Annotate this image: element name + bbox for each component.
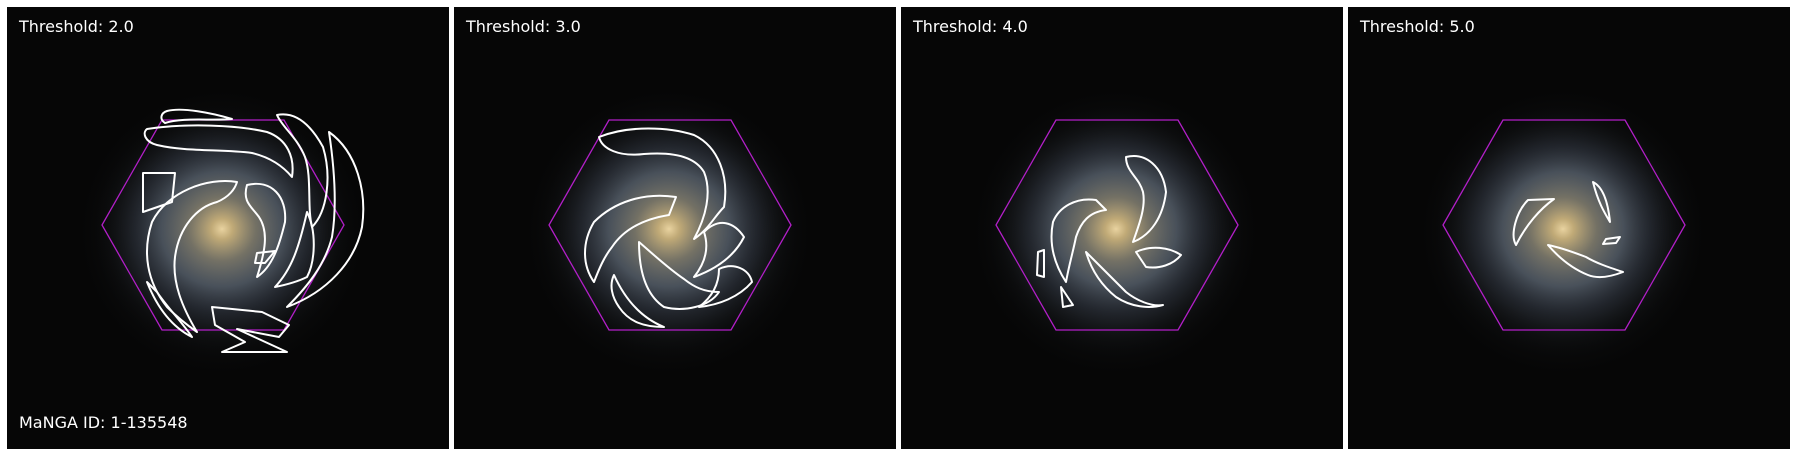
galaxy-image bbox=[1348, 7, 1790, 449]
ifu-hexagon-outline bbox=[548, 119, 792, 331]
panel-threshold-2: Threshold: 2.0 MaNGA ID: 1-135548 bbox=[7, 7, 449, 449]
ifu-hexagon-outline bbox=[1442, 119, 1686, 331]
arm-contour bbox=[146, 281, 193, 338]
arm-contours bbox=[1036, 155, 1182, 308]
arm-contour bbox=[1125, 155, 1167, 243]
arm-contours bbox=[1512, 181, 1624, 279]
arm-contour bbox=[146, 180, 238, 333]
arm-contour bbox=[143, 124, 294, 178]
arm-contour bbox=[698, 265, 753, 308]
arm-contour bbox=[286, 131, 365, 308]
arm-contour bbox=[1592, 181, 1611, 223]
arm-contour bbox=[160, 108, 233, 124]
arm-contour bbox=[274, 211, 315, 288]
panel-threshold-3: Threshold: 3.0 bbox=[454, 7, 896, 449]
threshold-label: Threshold: 4.0 bbox=[913, 17, 1028, 36]
arm-contour bbox=[1036, 249, 1045, 278]
galaxy-image bbox=[454, 7, 896, 449]
arm-contour bbox=[1085, 251, 1164, 308]
arm-contour bbox=[142, 172, 176, 213]
arm-contour bbox=[1060, 286, 1074, 308]
arm-contour bbox=[1050, 198, 1107, 283]
arm-contour bbox=[1547, 244, 1624, 279]
galaxy-image bbox=[7, 7, 449, 449]
arm-contour bbox=[1512, 198, 1555, 246]
arm-contour bbox=[693, 222, 745, 278]
arm-contours bbox=[142, 108, 365, 353]
galaxy-image bbox=[901, 7, 1343, 449]
arm-contour bbox=[584, 194, 677, 283]
arm-contour bbox=[254, 250, 276, 264]
arm-contour bbox=[638, 241, 720, 310]
arm-contour bbox=[211, 306, 290, 353]
threshold-label: Threshold: 2.0 bbox=[19, 17, 134, 36]
arm-contour bbox=[598, 127, 727, 240]
panel-threshold-5: Threshold: 5.0 bbox=[1348, 7, 1790, 449]
arm-contour bbox=[1135, 246, 1182, 269]
manga-id-label: MaNGA ID: 1-135548 bbox=[19, 413, 188, 432]
arm-contour bbox=[610, 274, 665, 328]
arm-contour bbox=[244, 182, 287, 278]
threshold-label: Threshold: 5.0 bbox=[1360, 17, 1475, 36]
arm-contours bbox=[584, 127, 753, 328]
panel-threshold-4: Threshold: 4.0 bbox=[901, 7, 1343, 449]
threshold-label: Threshold: 3.0 bbox=[466, 17, 581, 36]
arm-contour bbox=[1602, 236, 1621, 245]
ifu-hexagon-outline bbox=[995, 119, 1239, 331]
